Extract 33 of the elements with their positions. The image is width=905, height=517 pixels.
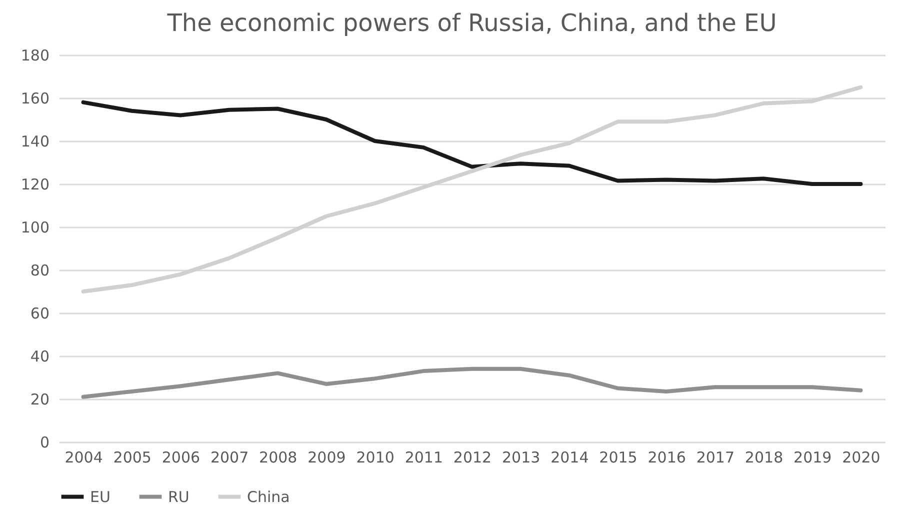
x-tick-label: 2013 <box>502 448 540 466</box>
x-tick-label: 2020 <box>842 448 880 466</box>
line-series <box>81 100 863 186</box>
x-tick-label: 2017 <box>696 448 735 466</box>
x-tick-label: 2007 <box>210 448 249 466</box>
y-tick-label: 140 <box>20 132 50 150</box>
x-tick-label: 2006 <box>162 448 200 466</box>
x-tick-label: 2008 <box>259 448 298 466</box>
y-tick-label: 80 <box>30 262 50 280</box>
chart-title: The economic powers of Russia, China, and the EU <box>166 9 777 37</box>
y-tick-label: 40 <box>30 348 50 366</box>
x-tick-label: 2009 <box>308 448 346 466</box>
x-tick-label: 2011 <box>404 448 444 466</box>
x-tick-label: 2012 <box>453 448 492 466</box>
y-tick-label: 0 <box>40 434 50 452</box>
legend-label: RU <box>168 488 190 506</box>
y-tick-label: 120 <box>20 176 50 194</box>
x-tick-label: 2005 <box>113 448 152 466</box>
x-tick-label: 2015 <box>599 448 638 466</box>
x-tick-label: 2004 <box>64 448 103 466</box>
y-tick-label: 60 <box>30 304 50 322</box>
x-tick-label: 2016 <box>648 448 686 466</box>
x-tick-label: 2010 <box>356 448 394 466</box>
y-tick-label: 180 <box>20 46 50 64</box>
x-tick-label: 2014 <box>550 448 589 466</box>
legend-label: China <box>247 488 290 506</box>
y-tick-label: 160 <box>20 90 50 108</box>
x-tick-label: 2018 <box>744 448 784 466</box>
legend-label: EU <box>90 488 110 506</box>
y-tick-label: 20 <box>30 390 50 408</box>
x-tick-label: 2019 <box>794 448 832 466</box>
line-series <box>81 366 863 399</box>
y-tick-label: 100 <box>20 218 50 236</box>
